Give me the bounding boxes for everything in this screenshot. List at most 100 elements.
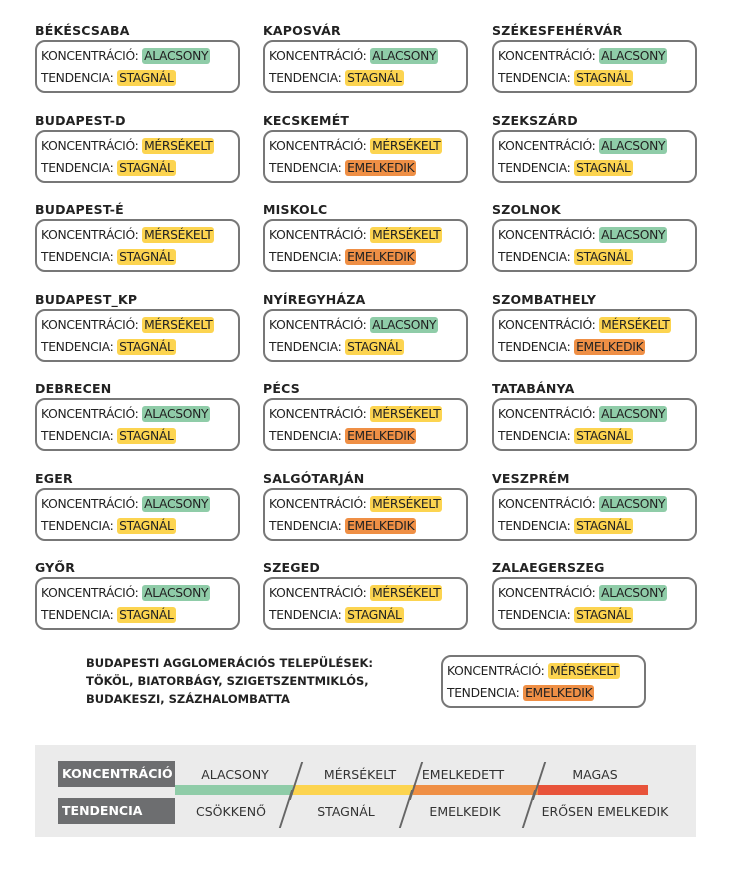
concentration-badge: MÉRSÉKELT bbox=[370, 227, 443, 243]
trend-line: TENDENCIA: STAGNÁL bbox=[41, 157, 234, 179]
city-grid: BÉKÉSCSABA KONCENTRÁCIÓ: ALACSONY TENDEN… bbox=[35, 22, 702, 649]
trend-label: TENDENCIA: bbox=[269, 429, 342, 443]
concentration-line: KONCENTRÁCIÓ: MÉRSÉKELT bbox=[41, 314, 234, 336]
concentration-label: KONCENTRÁCIÓ: bbox=[269, 407, 367, 421]
status-box: KONCENTRÁCIÓ: ALACSONY TENDENCIA: STAGNÁ… bbox=[492, 40, 697, 93]
status-box: KONCENTRÁCIÓ: MÉRSÉKELT TENDENCIA: EMELK… bbox=[441, 655, 646, 708]
concentration-line: KONCENTRÁCIÓ: ALACSONY bbox=[498, 582, 691, 604]
concentration-badge: ALACSONY bbox=[599, 585, 668, 601]
city-card: SZOLNOK KONCENTRÁCIÓ: ALACSONY TENDENCIA… bbox=[492, 201, 702, 291]
trend-badge: STAGNÁL bbox=[574, 607, 633, 623]
trend-line: TENDENCIA: STAGNÁL bbox=[498, 515, 691, 537]
concentration-label: KONCENTRÁCIÓ: bbox=[498, 228, 596, 242]
trend-label: TENDENCIA: bbox=[41, 608, 114, 622]
legend-trend: EMELKEDIK bbox=[429, 804, 501, 819]
status-box: KONCENTRÁCIÓ: ALACSONY TENDENCIA: STAGNÁ… bbox=[263, 308, 468, 362]
agglomeration-title: BUDAPESTI AGGLOMERÁCIÓS TELEPÜLÉSEK: TÖK… bbox=[86, 654, 373, 708]
city-card: GYŐR KONCENTRÁCIÓ: ALACSONY TENDENCIA: S… bbox=[35, 559, 263, 649]
city-card: BUDAPEST-D KONCENTRÁCIÓ: MÉRSÉKELT TENDE… bbox=[35, 112, 263, 202]
city-name: VESZPRÉM bbox=[492, 470, 570, 486]
trend-badge: EMELKEDIK bbox=[345, 249, 417, 265]
concentration-label: KONCENTRÁCIÓ: bbox=[498, 407, 596, 421]
concentration-badge: MÉRSÉKELT bbox=[599, 316, 672, 333]
status-box: KONCENTRÁCIÓ: MÉRSÉKELT TENDENCIA: EMELK… bbox=[263, 129, 468, 183]
city-card: EGER KONCENTRÁCIÓ: ALACSONY TENDENCIA: S… bbox=[35, 470, 263, 560]
concentration-badge: ALACSONY bbox=[142, 406, 211, 422]
status-box: KONCENTRÁCIÓ: MÉRSÉKELT TENDENCIA: STAGN… bbox=[35, 308, 240, 362]
concentration-line: KONCENTRÁCIÓ: MÉRSÉKELT bbox=[447, 660, 640, 682]
city-card: VESZPRÉM KONCENTRÁCIÓ: ALACSONY TENDENCI… bbox=[492, 470, 702, 560]
trend-label: TENDENCIA: bbox=[498, 339, 571, 354]
concentration-badge: ALACSONY bbox=[370, 316, 439, 333]
concentration-label: KONCENTRÁCIÓ: bbox=[41, 49, 139, 63]
city-name: KAPOSVÁR bbox=[263, 23, 341, 38]
concentration-label: KONCENTRÁCIÓ: bbox=[41, 496, 139, 511]
trend-line: TENDENCIA: STAGNÁL bbox=[498, 604, 691, 626]
concentration-line: KONCENTRÁCIÓ: ALACSONY bbox=[498, 403, 691, 425]
trend-line: TENDENCIA: STAGNÁL bbox=[41, 425, 234, 447]
trend-label: TENDENCIA: bbox=[269, 160, 342, 175]
concentration-line: KONCENTRÁCIÓ: ALACSONY bbox=[269, 314, 462, 336]
status-box: KONCENTRÁCIÓ: ALACSONY TENDENCIA: STAGNÁ… bbox=[492, 129, 697, 183]
concentration-badge: MÉRSÉKELT bbox=[548, 663, 621, 679]
city-card: SZÉKESFEHÉRVÁR KONCENTRÁCIÓ: ALACSONY TE… bbox=[492, 22, 702, 112]
status-box: KONCENTRÁCIÓ: ALACSONY TENDENCIA: STAGNÁ… bbox=[492, 398, 697, 451]
trend-line: TENDENCIA: EMELKEDIK bbox=[269, 246, 462, 268]
concentration-badge: MÉRSÉKELT bbox=[370, 406, 443, 422]
concentration-line: KONCENTRÁCIÓ: ALACSONY bbox=[269, 45, 462, 67]
concentration-line: KONCENTRÁCIÓ: MÉRSÉKELT bbox=[41, 224, 234, 246]
city-name: SZOLNOK bbox=[492, 202, 561, 217]
city-card: DEBRECEN KONCENTRÁCIÓ: ALACSONY TENDENCI… bbox=[35, 380, 263, 470]
trend-line: TENDENCIA: STAGNÁL bbox=[269, 604, 462, 626]
trend-label: TENDENCIA: bbox=[41, 160, 114, 175]
concentration-label: KONCENTRÁCIÓ: bbox=[269, 317, 367, 332]
concentration-label: KONCENTRÁCIÓ: bbox=[269, 228, 367, 242]
city-name: BÉKÉSCSABA bbox=[35, 23, 130, 38]
trend-label: TENDENCIA: bbox=[41, 71, 114, 85]
trend-label: TENDENCIA: bbox=[498, 250, 571, 264]
status-box: KONCENTRÁCIÓ: ALACSONY TENDENCIA: STAGNÁ… bbox=[492, 219, 697, 272]
trend-line: TENDENCIA: EMELKEDIK bbox=[498, 336, 691, 358]
city-card: KAPOSVÁR KONCENTRÁCIÓ: ALACSONY TENDENCI… bbox=[263, 22, 492, 112]
concentration-badge: ALACSONY bbox=[599, 137, 668, 154]
city-card: SALGÓTARJÁN KONCENTRÁCIÓ: MÉRSÉKELT TEND… bbox=[263, 470, 492, 560]
city-name: MISKOLC bbox=[263, 202, 328, 217]
city-card: SZEGED KONCENTRÁCIÓ: MÉRSÉKELT TENDENCIA… bbox=[263, 559, 492, 649]
legend-level: MAGAS bbox=[572, 767, 618, 782]
trend-label: TENDENCIA: bbox=[498, 160, 571, 175]
legend-trend: CSÖKKENŐ bbox=[196, 804, 266, 819]
trend-label: TENDENCIA: bbox=[41, 518, 114, 533]
legend-concentration-label: KONCENTRÁCIÓ bbox=[58, 761, 175, 787]
trend-label: TENDENCIA: bbox=[269, 518, 342, 533]
city-name: SZEKSZÁRD bbox=[492, 112, 578, 128]
city-card: SZEKSZÁRD KONCENTRÁCIÓ: ALACSONY TENDENC… bbox=[492, 112, 702, 202]
city-name: ZALAEGERSZEG bbox=[492, 560, 605, 575]
legend-level: ALACSONY bbox=[201, 767, 269, 782]
trend-badge: STAGNÁL bbox=[117, 517, 176, 534]
status-box: KONCENTRÁCIÓ: ALACSONY TENDENCIA: STAGNÁ… bbox=[35, 577, 240, 630]
city-name: GYŐR bbox=[35, 560, 76, 575]
concentration-line: KONCENTRÁCIÓ: ALACSONY bbox=[41, 493, 234, 515]
trend-line: TENDENCIA: EMELKEDIK bbox=[269, 157, 462, 179]
legend-bar-elevated bbox=[413, 785, 538, 795]
concentration-badge: MÉRSÉKELT bbox=[370, 137, 443, 154]
concentration-line: KONCENTRÁCIÓ: ALACSONY bbox=[498, 135, 691, 157]
status-box: KONCENTRÁCIÓ: ALACSONY TENDENCIA: STAGNÁ… bbox=[35, 487, 240, 541]
legend-bar-low bbox=[175, 785, 293, 795]
city-name: PÉCS bbox=[263, 381, 300, 396]
concentration-line: KONCENTRÁCIÓ: MÉRSÉKELT bbox=[41, 135, 234, 157]
status-box: KONCENTRÁCIÓ: ALACSONY TENDENCIA: STAGNÁ… bbox=[492, 577, 697, 630]
concentration-label: KONCENTRÁCIÓ: bbox=[41, 228, 139, 242]
status-box: KONCENTRÁCIÓ: ALACSONY TENDENCIA: STAGNÁ… bbox=[492, 487, 697, 541]
city-name: DEBRECEN bbox=[35, 381, 112, 396]
legend-level: EMELKEDETT bbox=[421, 767, 505, 782]
city-name: EGER bbox=[35, 470, 73, 486]
city-name: TATABÁNYA bbox=[492, 381, 575, 396]
city-name: SZÉKESFEHÉRVÁR bbox=[492, 23, 623, 38]
trend-line: TENDENCIA: EMELKEDIK bbox=[269, 425, 462, 447]
concentration-badge: ALACSONY bbox=[370, 48, 439, 64]
trend-badge: STAGNÁL bbox=[574, 517, 633, 534]
city-card: BÉKÉSCSABA KONCENTRÁCIÓ: ALACSONY TENDEN… bbox=[35, 22, 263, 112]
trend-label: TENDENCIA: bbox=[269, 608, 342, 622]
trend-badge: EMELKEDIK bbox=[345, 159, 417, 176]
